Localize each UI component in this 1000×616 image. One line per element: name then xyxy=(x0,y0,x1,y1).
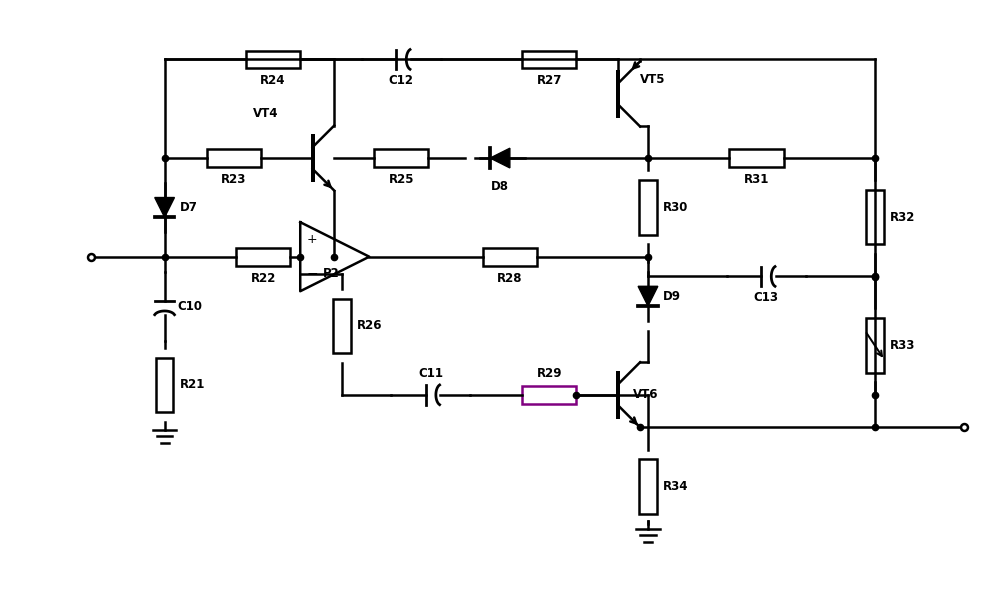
Bar xyxy=(246,51,300,68)
Text: VT4: VT4 xyxy=(253,107,279,120)
Bar xyxy=(522,51,576,68)
Bar xyxy=(207,149,261,167)
Text: R28: R28 xyxy=(497,272,523,285)
Text: R29: R29 xyxy=(537,367,562,380)
Text: R23: R23 xyxy=(221,173,246,186)
Polygon shape xyxy=(490,148,510,168)
Bar xyxy=(156,358,173,412)
Text: C12: C12 xyxy=(389,74,414,87)
Text: R27: R27 xyxy=(537,74,562,87)
Bar xyxy=(236,248,290,265)
Bar xyxy=(866,318,884,373)
Text: R32: R32 xyxy=(890,211,915,224)
Bar xyxy=(866,190,884,245)
Text: R30: R30 xyxy=(663,201,688,214)
Text: D9: D9 xyxy=(663,290,681,302)
Bar xyxy=(639,180,657,235)
Text: C10: C10 xyxy=(177,299,202,312)
Text: C13: C13 xyxy=(754,291,779,304)
Text: R33: R33 xyxy=(890,339,915,352)
Text: R25: R25 xyxy=(389,173,414,186)
Polygon shape xyxy=(155,198,174,217)
Text: R26: R26 xyxy=(357,319,382,332)
Text: R31: R31 xyxy=(744,173,769,186)
Bar xyxy=(639,460,657,514)
Text: R21: R21 xyxy=(179,378,205,391)
Text: D7: D7 xyxy=(179,201,197,214)
Bar xyxy=(483,248,537,265)
Text: C11: C11 xyxy=(418,367,443,380)
Text: R34: R34 xyxy=(663,480,688,493)
Bar xyxy=(333,299,351,353)
Bar xyxy=(729,149,784,167)
Text: VT6: VT6 xyxy=(633,388,659,401)
Bar xyxy=(374,149,428,167)
Text: R24: R24 xyxy=(260,74,286,87)
Text: R22: R22 xyxy=(251,272,276,285)
Text: +: + xyxy=(307,233,317,246)
Polygon shape xyxy=(638,286,658,306)
Text: P2: P2 xyxy=(323,267,340,280)
Bar xyxy=(522,386,576,403)
Text: VT5: VT5 xyxy=(640,73,666,86)
Text: −: − xyxy=(306,267,318,281)
Text: D8: D8 xyxy=(491,180,509,193)
